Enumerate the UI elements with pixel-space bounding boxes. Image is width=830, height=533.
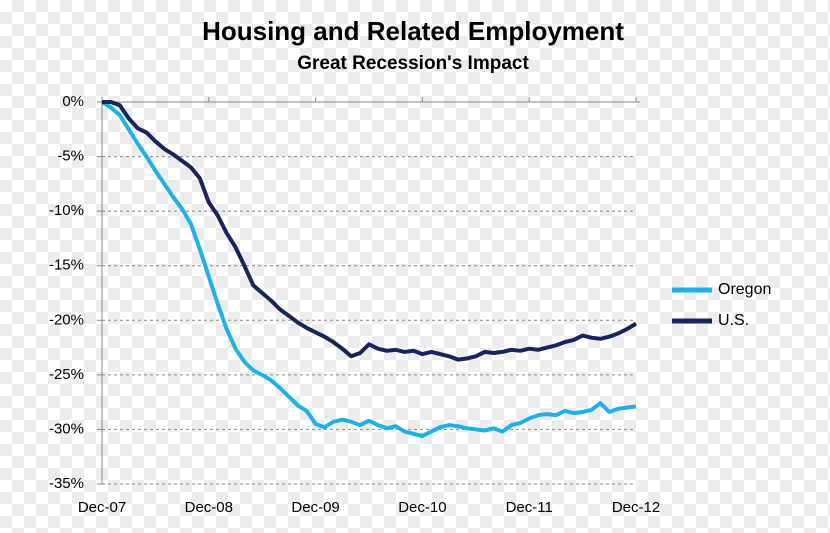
x-tick-label: Dec-11 [506, 499, 553, 516]
series-line [100, 100, 637, 438]
y-tick-label: -5% [57, 148, 84, 165]
y-tick-label: 0% [62, 93, 84, 110]
y-tick-label: -30% [49, 420, 84, 437]
y-tick-label: -15% [49, 257, 84, 274]
y-tick-label: -35% [49, 475, 84, 492]
x-tick-label: Dec-09 [291, 499, 339, 516]
chart-title: Housing and Related Employment [202, 16, 624, 46]
x-tick-label: Dec-07 [78, 499, 126, 516]
series-line [102, 100, 638, 362]
x-tick-label: Dec-08 [185, 499, 233, 516]
chart-subtitle: Great Recession's Impact [297, 53, 529, 74]
x-tick-label: Dec-12 [612, 499, 660, 516]
x-tick-label: Dec-10 [398, 499, 446, 516]
legend-label: U.S. [718, 312, 749, 329]
y-tick-label: -20% [49, 311, 84, 328]
y-tick-label: -10% [49, 202, 84, 219]
legend-label: Oregon [718, 281, 771, 298]
y-tick-label: -25% [49, 366, 84, 383]
